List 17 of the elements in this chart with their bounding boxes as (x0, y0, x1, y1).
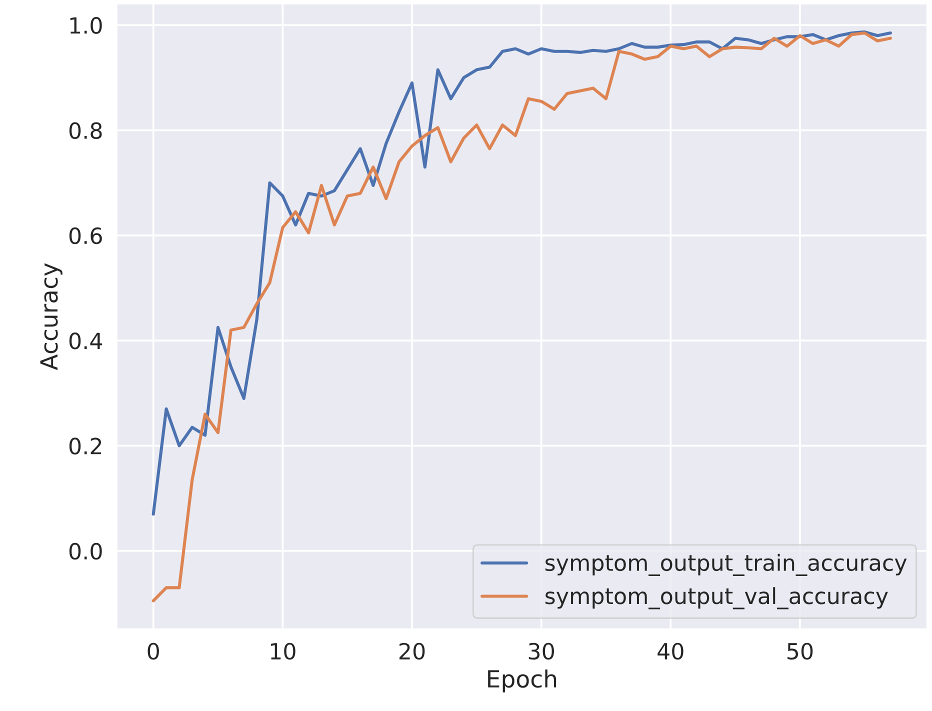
x-tick-label: 0 (148, 642, 159, 660)
y-tick-label: 0.2 (69, 438, 102, 454)
legend-label: symptom_output_val_accuracy (545, 587, 888, 610)
x-tick-label: 40 (658, 642, 684, 660)
x-tick-label: 20 (399, 642, 425, 660)
y-tick-label: 1.0 (70, 17, 102, 34)
y-tick-label: 0.4 (69, 332, 102, 350)
y-axis-title: Accuracy (40, 263, 62, 370)
x-axis-title: Epoch (488, 669, 556, 692)
y-tick-label: 0.0 (69, 542, 102, 560)
line-series (152, 30, 892, 516)
x-tick-label: 30 (528, 642, 554, 660)
y-tick-label: 0.6 (69, 227, 102, 244)
y-tick-label: 0.8 (69, 122, 102, 140)
x-tick-label: 50 (788, 642, 813, 660)
legend-label: symptom_output_train_accuracy (545, 554, 907, 576)
x-tick-label: 10 (270, 642, 296, 660)
